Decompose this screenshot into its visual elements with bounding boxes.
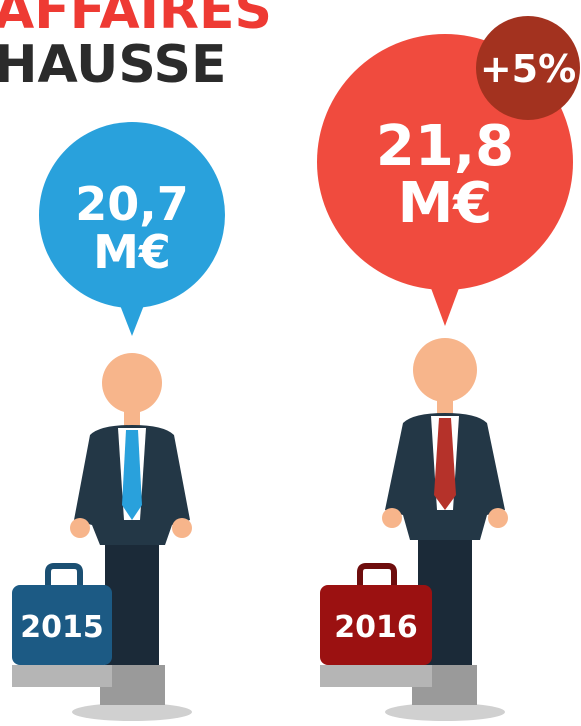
shadow: [320, 665, 432, 687]
head: [102, 353, 162, 413]
bubble: [39, 122, 225, 308]
bubble-tail: [428, 280, 462, 326]
handle: [45, 563, 83, 585]
tie: [434, 418, 456, 510]
badge: [476, 16, 580, 120]
hand: [488, 508, 508, 528]
hand: [70, 518, 90, 538]
amount: 21,8: [376, 114, 514, 179]
neck: [437, 396, 453, 416]
unit: M€: [398, 171, 493, 236]
unit: M€: [93, 225, 171, 279]
head: [413, 338, 477, 402]
tie: [122, 430, 142, 520]
year: 2016: [334, 610, 418, 645]
title-line-2: HAUSSE: [0, 35, 226, 95]
year: 2015: [20, 610, 104, 645]
shadow: [385, 703, 505, 721]
title-line-1: AFFAIRES: [0, 0, 272, 41]
briefcase: [320, 585, 432, 665]
shadow: [72, 703, 192, 721]
neck: [124, 408, 140, 428]
amount: 20,7: [75, 177, 189, 231]
hand: [172, 518, 192, 538]
hand: [382, 508, 402, 528]
handle: [357, 563, 397, 585]
change: +5%: [480, 47, 576, 91]
bubble-tail: [118, 300, 146, 336]
shadow: [12, 665, 112, 687]
briefcase: [12, 585, 112, 665]
legs: [105, 540, 159, 665]
